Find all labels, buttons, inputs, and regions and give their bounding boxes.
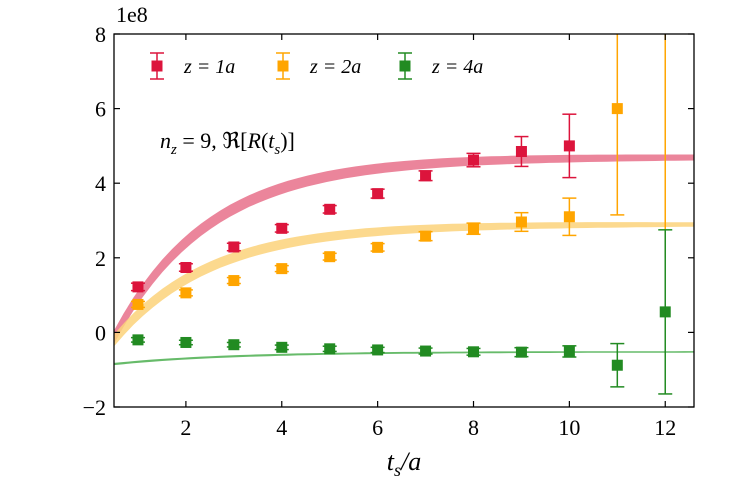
data-marker — [420, 170, 432, 182]
point-series-1 — [562, 113, 577, 179]
legend-label: z = 2a — [309, 56, 361, 78]
data-marker — [132, 298, 144, 310]
y-tick-label: 4 — [95, 171, 106, 196]
data-marker — [276, 263, 288, 275]
legend-marker — [151, 60, 163, 72]
point-series-3 — [610, 342, 625, 388]
y-tick-label: −2 — [83, 395, 106, 420]
x-tick-label: 4 — [276, 415, 287, 440]
data-points — [130, 34, 673, 395]
legend-item-series-3: z = 4a — [398, 52, 483, 80]
data-marker — [515, 145, 527, 157]
point-series-3 — [466, 346, 481, 358]
point-series-2 — [610, 34, 625, 216]
data-marker — [515, 216, 527, 228]
x-axis-label: ts/a — [387, 447, 421, 478]
point-series-2 — [322, 251, 337, 263]
data-marker — [372, 344, 384, 356]
data-marker — [372, 188, 384, 200]
fit-bands — [114, 154, 694, 366]
data-marker — [180, 261, 192, 273]
legend-item-series-2: z = 2a — [276, 52, 361, 80]
point-series-3 — [226, 339, 241, 351]
point-series-1 — [418, 170, 433, 182]
point-series-2 — [466, 222, 481, 236]
point-series-1 — [130, 281, 145, 293]
point-series-2 — [274, 263, 289, 275]
data-marker — [180, 287, 192, 299]
fit-band-series-2 — [114, 222, 694, 347]
point-series-3 — [178, 336, 193, 348]
data-marker — [420, 345, 432, 357]
data-marker — [324, 251, 336, 263]
point-series-2 — [178, 287, 193, 299]
data-marker — [563, 140, 575, 152]
legend: z = 1a z = 2a z = 4a — [150, 52, 483, 80]
data-marker — [276, 341, 288, 353]
annotation: nz = 9, ℜ[R(ts)] — [160, 128, 295, 158]
x-tick-label: 6 — [372, 415, 383, 440]
point-series-3 — [514, 346, 529, 358]
point-series-3 — [418, 345, 433, 357]
point-series-3 — [130, 334, 145, 346]
data-marker — [132, 281, 144, 293]
x-tick-label: 10 — [558, 415, 580, 440]
data-marker — [324, 203, 336, 215]
data-marker — [132, 334, 144, 346]
legend-label: z = 1a — [183, 56, 235, 78]
y-tick-label: 2 — [95, 246, 106, 271]
data-marker — [276, 222, 288, 234]
data-marker — [228, 241, 240, 253]
legend-marker — [399, 60, 411, 72]
data-marker — [563, 345, 575, 357]
point-series-2 — [370, 241, 385, 253]
point-series-1 — [274, 222, 289, 234]
axis-ticks: 2 4 6 8 10 12 −2 0 2 4 6 8 — [83, 22, 694, 440]
data-marker — [324, 343, 336, 355]
point-series-1 — [370, 188, 385, 200]
point-series-1 — [322, 203, 337, 215]
y-tick-label: 8 — [95, 22, 106, 47]
data-marker — [372, 241, 384, 253]
point-series-1 — [466, 152, 481, 168]
data-marker — [611, 359, 623, 371]
data-marker — [515, 346, 527, 358]
legend-label: z = 4a — [431, 56, 483, 78]
point-series-3 — [562, 345, 577, 358]
data-marker — [180, 336, 192, 348]
point-series-2 — [130, 298, 145, 310]
point-series-3 — [322, 343, 337, 355]
x-tick-label: 2 — [180, 415, 191, 440]
fit-band-series-3 — [114, 351, 694, 366]
point-series-3 — [274, 341, 289, 353]
point-series-1 — [514, 135, 529, 168]
point-series-2 — [514, 211, 529, 233]
data-marker — [420, 230, 432, 242]
y-multiplier: 1e8 — [116, 2, 148, 27]
data-marker — [468, 154, 480, 166]
point-series-2 — [418, 230, 433, 242]
data-marker — [468, 223, 480, 235]
legend-item-series-1: z = 1a — [150, 52, 235, 80]
data-marker — [468, 346, 480, 358]
point-series-2 — [562, 197, 577, 237]
point-series-3 — [658, 229, 673, 395]
data-marker — [228, 339, 240, 351]
point-series-1 — [226, 241, 241, 253]
y-tick-label: 6 — [95, 97, 106, 122]
point-series-3 — [370, 344, 385, 356]
x-tick-label: 8 — [468, 415, 479, 440]
fit-band-series-1 — [114, 154, 694, 344]
legend-marker — [277, 60, 289, 72]
point-series-2 — [226, 275, 241, 287]
point-series-1 — [178, 261, 193, 273]
data-marker — [563, 211, 575, 223]
x-tick-label: 12 — [654, 415, 676, 440]
data-marker — [228, 275, 240, 287]
data-marker — [611, 103, 623, 115]
data-marker — [659, 306, 671, 318]
y-tick-label: 0 — [95, 320, 106, 345]
plot-frame — [113, 33, 695, 408]
